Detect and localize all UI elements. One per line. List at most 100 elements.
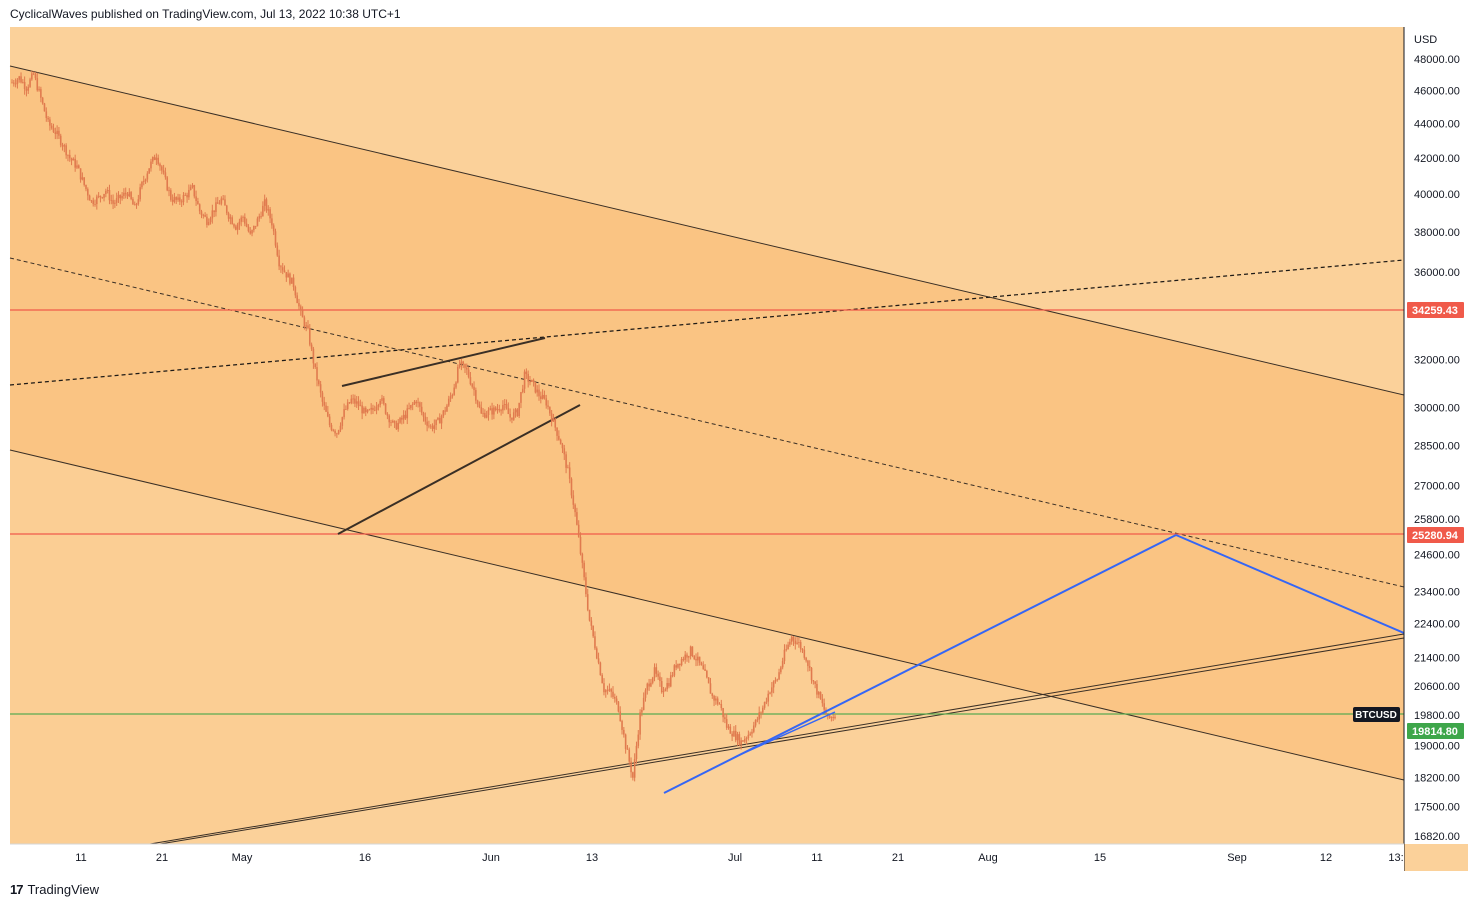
projection-line-falling[interactable] — [1175, 534, 1405, 634]
candle-body — [303, 317, 306, 327]
candle-body — [790, 636, 793, 642]
candle-body — [81, 177, 84, 180]
support-trend-line-blue[interactable] — [734, 711, 836, 758]
candle-body — [662, 691, 665, 693]
candle-body — [725, 719, 728, 728]
candle-body — [736, 734, 739, 741]
candle-body — [588, 609, 591, 621]
candle-body — [816, 683, 818, 695]
candle-body — [375, 406, 378, 411]
candle-body — [491, 408, 493, 415]
candle-body — [229, 217, 232, 219]
candle-body — [346, 402, 349, 410]
candle-body — [637, 734, 640, 746]
price-tick-label: 25800.00 — [1414, 514, 1460, 526]
candle-body — [83, 177, 85, 185]
candle-body — [776, 679, 779, 681]
candle-body — [579, 536, 582, 554]
candle-body — [92, 200, 95, 205]
candle-body — [789, 641, 791, 645]
candle-body — [561, 444, 564, 449]
candle-body — [763, 702, 766, 708]
candle-body — [74, 158, 76, 168]
candle-body — [801, 649, 804, 651]
rising-support-line-lower[interactable] — [159, 637, 1405, 845]
candle-body — [294, 287, 297, 296]
candle-body — [698, 656, 701, 663]
candle-body — [476, 400, 479, 405]
candle-body — [783, 649, 786, 662]
dashed-descending-line[interactable] — [9, 257, 1405, 588]
candle-body — [500, 410, 502, 412]
tradingview-logo[interactable]: 17 TradingView — [10, 880, 99, 898]
candle-body — [318, 380, 320, 385]
candle-body — [702, 665, 705, 670]
candle-body — [805, 657, 807, 661]
candle-body — [581, 553, 584, 563]
candle-body — [429, 425, 432, 427]
candle-body — [527, 373, 529, 382]
candle-body — [307, 325, 309, 329]
channel-upper-line[interactable] — [9, 65, 1405, 396]
time-axis-panel[interactable] — [10, 844, 1404, 871]
candle-body — [543, 394, 546, 399]
candle-body — [260, 216, 262, 218]
wedge-lower-line[interactable] — [337, 404, 581, 535]
candle-body — [731, 733, 733, 737]
candle-body — [298, 303, 300, 307]
candle-body — [52, 128, 55, 133]
time-tick-label: 13: — [1388, 852, 1403, 864]
candle-body — [249, 231, 252, 234]
candle-body — [287, 273, 289, 278]
candle-body — [447, 398, 450, 406]
candle-body — [240, 217, 243, 222]
candle-body — [612, 691, 614, 697]
candle-body — [668, 683, 670, 687]
candle-body — [606, 690, 609, 691]
candle-body — [460, 361, 463, 365]
candle-body — [361, 405, 363, 414]
candle-body — [254, 225, 257, 227]
candle-body — [740, 740, 742, 745]
price-axis-panel[interactable] — [1404, 27, 1468, 844]
price-tick-label: 24600.00 — [1414, 549, 1460, 561]
candle-body — [171, 199, 174, 202]
time-tick-label: May — [232, 852, 253, 864]
candle-body — [121, 195, 123, 199]
candle-body — [413, 401, 416, 405]
level-badge-upper-text: 34259.43 — [1412, 305, 1458, 317]
wedge-upper-line[interactable] — [341, 337, 546, 387]
channel-lower-line[interactable] — [9, 449, 1405, 781]
candle-body — [88, 195, 91, 201]
support-zone-fill — [10, 450, 1404, 844]
candle-body — [541, 394, 544, 399]
candle-body — [808, 666, 811, 668]
candle-body — [96, 196, 98, 205]
candle-body — [34, 74, 37, 79]
rising-support-line-upper[interactable] — [149, 633, 1405, 845]
candle-body — [87, 189, 89, 196]
candle-body — [180, 201, 183, 203]
candle-body — [758, 712, 760, 720]
candle-body — [556, 427, 558, 436]
candle-body — [635, 745, 638, 760]
candle-body — [798, 642, 800, 643]
candle-body — [251, 230, 253, 234]
candle-body — [159, 163, 161, 167]
candle-body — [27, 86, 30, 91]
candle-body — [489, 408, 492, 411]
candle-body — [211, 210, 214, 219]
candle-body — [799, 642, 802, 650]
candle-body — [267, 209, 270, 211]
candle-body — [530, 379, 533, 382]
candle-body — [215, 202, 217, 213]
candle-body — [594, 636, 596, 649]
candle-body — [599, 662, 602, 676]
dashed-ascending-line[interactable] — [9, 259, 1405, 386]
candle-body — [231, 217, 233, 225]
candle-body — [186, 194, 188, 198]
candle-body — [207, 222, 210, 225]
candle-body — [422, 412, 425, 417]
candle-body — [834, 716, 836, 719]
